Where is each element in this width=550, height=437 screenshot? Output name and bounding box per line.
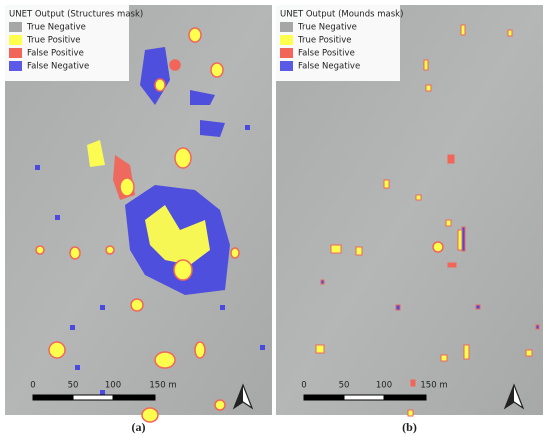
- scale-bar-segment: [72, 394, 114, 401]
- segmentation-region: [145, 205, 210, 265]
- segmentation-region: [415, 194, 422, 201]
- segmentation-region: [220, 305, 225, 310]
- legend-label: True Negative: [26, 23, 86, 33]
- segmentation-region: [69, 246, 81, 260]
- map-features: [35, 27, 265, 423]
- segmentation-region: [87, 140, 105, 167]
- segmentation-region: [55, 215, 60, 220]
- segmentation-region: [100, 390, 105, 395]
- legend-swatch: [280, 35, 293, 45]
- segmentation-region: [432, 241, 444, 253]
- legend-title: UNET Output (Mounds mask): [280, 10, 403, 20]
- segmentation-region: [188, 27, 202, 43]
- segmentation-region: [174, 147, 192, 169]
- segmentation-region: [461, 226, 466, 252]
- segmentation-region: [525, 349, 533, 357]
- segmentation-region: [320, 279, 325, 285]
- legend-swatch: [9, 61, 22, 71]
- segmentation-region: [48, 341, 66, 359]
- segmentation-region: [100, 305, 105, 310]
- segmentation-region: [154, 78, 166, 92]
- segmentation-region: [425, 84, 432, 92]
- caption: (a): [132, 420, 146, 434]
- legend-swatch: [9, 35, 22, 45]
- segmentation-region: [245, 125, 250, 130]
- segmentation-region: [190, 90, 215, 105]
- legend-swatch: [280, 22, 293, 32]
- scale-bar-segment: [383, 394, 427, 401]
- legend-box: [276, 5, 400, 81]
- segmentation-region: [355, 246, 363, 256]
- segmentation-region: [315, 344, 325, 354]
- segmentation-region: [535, 324, 540, 330]
- north-arrow-half: [505, 385, 514, 408]
- segmentation-region: [460, 24, 466, 36]
- segmentation-region: [70, 325, 75, 330]
- segmentation-region: [230, 247, 240, 259]
- segmentation-region: [330, 244, 342, 254]
- segmentation-region: [75, 365, 80, 370]
- segmentation-region: [447, 262, 457, 268]
- legend-swatch: [9, 48, 22, 58]
- legend-box: [5, 5, 129, 81]
- legend-label: False Negative: [298, 62, 360, 72]
- legend-label: True Positive: [26, 36, 81, 46]
- segmentation-region: [507, 29, 513, 37]
- legend-label: True Positive: [297, 36, 352, 46]
- segmentation-region: [423, 59, 429, 71]
- segmentation-region: [383, 179, 390, 189]
- scale-label: 100: [376, 381, 392, 391]
- caption: (b): [402, 420, 417, 434]
- segmentation-region: [407, 409, 414, 417]
- segmentation-region: [35, 245, 45, 255]
- segmentation-region: [445, 219, 452, 227]
- scale-bar-segment: [32, 394, 74, 401]
- legend-label: False Positive: [298, 49, 355, 59]
- segmentation-region: [105, 245, 115, 255]
- segmentation-region: [260, 345, 265, 350]
- map-features: [315, 24, 540, 417]
- scale-label: 0: [30, 381, 35, 391]
- segmentation-region: [194, 341, 206, 359]
- segmentation-region: [169, 59, 181, 71]
- scale-bar-segment: [303, 394, 345, 401]
- segmentation-region: [130, 298, 144, 312]
- scale-bar-segment: [343, 394, 385, 401]
- legend-title: UNET Output (Structures mask): [9, 10, 143, 20]
- segmentation-region: [395, 304, 401, 311]
- segmentation-region: [410, 379, 416, 387]
- segmentation-region: [35, 165, 40, 170]
- scale-label: 0: [301, 381, 306, 391]
- north-arrow-half: [234, 385, 243, 408]
- scale-label: 50: [339, 381, 350, 391]
- legend-swatch: [280, 48, 293, 58]
- scale-label: 100: [105, 381, 121, 391]
- segmentation-region: [200, 120, 225, 137]
- segmentation-region: [447, 154, 455, 164]
- scale-label: 50: [68, 381, 79, 391]
- scale-label: 150 m: [149, 381, 176, 391]
- scale-bar-segment: [112, 394, 156, 401]
- segmentation-region: [173, 259, 193, 281]
- segmentation-region: [119, 177, 135, 197]
- segmentation-region: [154, 351, 176, 369]
- segmentation-region: [475, 304, 481, 310]
- legend-swatch: [9, 22, 22, 32]
- legend-label: False Positive: [27, 49, 84, 59]
- segmentation-region: [440, 354, 448, 362]
- legend-label: True Negative: [297, 23, 357, 33]
- segmentation-region: [463, 344, 470, 360]
- legend-swatch: [280, 61, 293, 71]
- segmentation-region: [214, 399, 226, 411]
- legend-label: False Negative: [27, 62, 89, 72]
- segmentation-region: [210, 62, 224, 78]
- scale-label: 150 m: [420, 381, 447, 391]
- segmentation-region: [141, 407, 159, 423]
